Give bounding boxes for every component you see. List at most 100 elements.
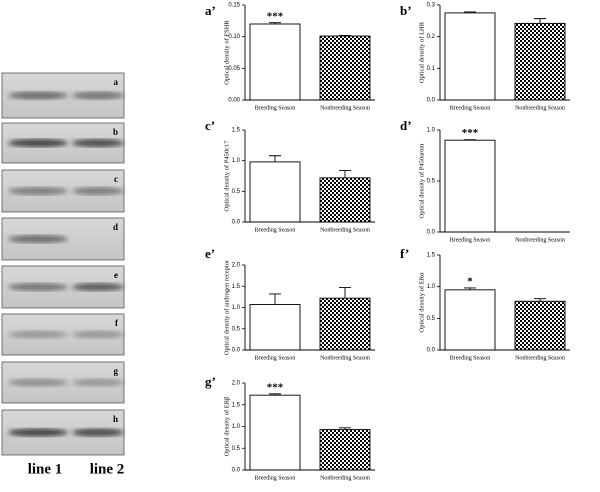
annotation: *** (267, 10, 284, 22)
bar (444, 289, 496, 351)
strip-label: g (114, 366, 119, 376)
panel-label: g’ (205, 374, 216, 389)
x-tick-label: Nonbreeding Season (320, 355, 370, 361)
error-bar (269, 22, 281, 24)
bar (319, 297, 371, 351)
axes (244, 5, 375, 101)
x-tick-label: Breeding Season (450, 105, 491, 111)
error-bar (339, 170, 351, 178)
panel-label: b’ (400, 3, 412, 18)
bar (514, 22, 566, 101)
y-tick-label: 0.00 (228, 98, 240, 104)
x-tick-label: Breeding Season (450, 237, 491, 243)
blot-band (8, 378, 68, 387)
strip-label: f (115, 318, 119, 328)
error-bar (339, 287, 351, 299)
x-tick-label: Nonbreeding Season (515, 237, 565, 243)
y-tick-label: 0.15 (228, 3, 240, 9)
blot-band (8, 330, 68, 339)
y-tick-label: 0.5 (427, 179, 436, 185)
y-tick-label: 1.5 (232, 402, 241, 408)
error-bar (534, 298, 546, 302)
y-axis-label: Optical density of P450arom (418, 144, 425, 219)
bar (319, 429, 371, 471)
error-bar (464, 139, 476, 141)
axes (439, 255, 570, 351)
error-bar (269, 155, 281, 162)
y-tick-label: 0.0 (427, 230, 436, 236)
y-tick-label: 0.5 (232, 326, 241, 332)
y-tick-label: 0.5 (427, 316, 436, 322)
annotation: *** (267, 381, 284, 393)
panel-label: a’ (205, 3, 216, 18)
blot-band (72, 283, 124, 291)
panel-label: c’ (205, 118, 215, 133)
y-tick-label: 0.05 (228, 66, 240, 72)
error-bar (464, 11, 476, 13)
y-tick-label: 0.3 (427, 3, 436, 9)
axes (244, 383, 375, 471)
blot-band (8, 139, 68, 147)
bar (249, 23, 301, 101)
blot-band (8, 187, 68, 195)
axes (439, 130, 570, 233)
y-tick-label: 2.0 (232, 263, 241, 269)
strip-label: b (113, 127, 118, 137)
error-bar (339, 427, 351, 430)
y-axis-label: Optical density of androgen receptor (223, 259, 230, 355)
x-tick-label: Breeding Season (255, 105, 296, 111)
axes (244, 265, 375, 351)
x-tick-label: Breeding Season (255, 475, 296, 481)
panel-label: e’ (205, 246, 215, 261)
lane-label: line 1 (28, 461, 63, 477)
y-tick-label: 0.0 (232, 220, 241, 226)
error-bar (534, 18, 546, 24)
axes (244, 130, 375, 223)
blot-band (72, 378, 124, 387)
bar (444, 139, 496, 233)
strip-label: e (114, 270, 118, 280)
blot-band (8, 428, 68, 437)
panel-label: f’ (400, 246, 409, 261)
x-tick-label: Breeding Season (255, 227, 296, 233)
y-tick-label: 0.0 (232, 468, 241, 474)
y-tick-label: 0.5 (232, 189, 241, 195)
bar (249, 304, 301, 351)
blot-band (72, 187, 124, 195)
x-tick-label: Nonbreeding Season (515, 355, 565, 361)
x-tick-label: Breeding Season (255, 355, 296, 361)
x-tick-label: Nonbreeding Season (515, 105, 565, 111)
y-axis-label: Optical density of ERβ (223, 396, 230, 457)
y-tick-label: 1.0 (232, 158, 241, 164)
error-bar (464, 287, 476, 290)
y-tick-label: 1.0 (427, 128, 436, 134)
bar (514, 300, 566, 351)
y-tick-label: 0.0 (232, 348, 241, 354)
strip-label: h (113, 414, 118, 424)
annotation: * (467, 275, 473, 287)
y-tick-label: 0.2 (427, 34, 436, 40)
y-tick-label: 1.0 (232, 424, 241, 430)
strip-label: c (114, 174, 118, 184)
blot-band (72, 330, 124, 339)
y-tick-label: 1.5 (232, 128, 241, 134)
y-tick-label: 1.5 (427, 253, 436, 259)
y-tick-label: 0.10 (228, 34, 240, 40)
y-tick-label: 0.0 (427, 98, 436, 104)
panel-label: d’ (400, 118, 412, 133)
blot-band (8, 235, 68, 243)
error-bar (269, 393, 281, 396)
y-tick-label: 1.0 (427, 284, 436, 290)
y-axis-label: Optical density of FSHR (223, 20, 230, 85)
bar (249, 394, 301, 471)
annotation: *** (462, 127, 479, 139)
x-tick-label: Nonbreeding Season (320, 105, 370, 111)
y-tick-label: 0.0 (427, 348, 436, 354)
blot-band (72, 428, 124, 437)
y-axis-label: Optical density of LHR (418, 21, 425, 83)
error-bar (269, 293, 281, 305)
bar (444, 12, 496, 101)
blot-band (8, 283, 68, 291)
bar (319, 35, 371, 101)
